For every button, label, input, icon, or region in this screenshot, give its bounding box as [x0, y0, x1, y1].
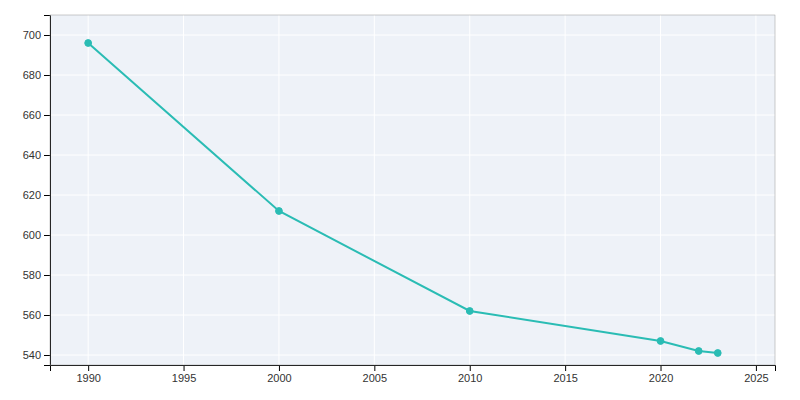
grid-line-y — [50, 195, 775, 196]
y-tick-label: 640 — [23, 149, 41, 161]
grid-line-y — [50, 275, 775, 276]
grid — [50, 15, 775, 365]
x-tick-label: 2000 — [267, 372, 291, 384]
x-tick-label: 1990 — [76, 372, 100, 384]
plot-background — [50, 15, 775, 365]
x-tick-mark — [661, 365, 662, 371]
x-tick: 2020 — [649, 365, 673, 384]
x-tick: 2025 — [744, 365, 768, 384]
x-tick-mark — [756, 365, 757, 371]
line — [88, 43, 718, 353]
y-tick-label: 660 — [23, 109, 41, 121]
y-tick-label: 560 — [23, 309, 41, 321]
y-tick-label: 580 — [23, 269, 41, 281]
y-tick: 660 — [23, 109, 50, 121]
x-tick-mark — [470, 365, 471, 371]
point — [695, 348, 702, 355]
grid-line-x — [565, 15, 566, 365]
y-tick: 580 — [23, 269, 50, 281]
x-tick-mark — [565, 365, 566, 371]
grid-line-y — [50, 155, 775, 156]
y-tick-label: 620 — [23, 189, 41, 201]
x-tick: 1995 — [172, 365, 196, 384]
x-tick: 1990 — [76, 365, 100, 384]
y-tick-mark — [44, 355, 50, 356]
point — [466, 308, 473, 315]
y-tick: 540 — [23, 349, 50, 361]
y-tick-label: 680 — [23, 69, 41, 81]
x-tick-label: 2020 — [649, 372, 673, 384]
grid-line-y — [50, 355, 775, 356]
y-tick: 640 — [23, 149, 50, 161]
plot-frame — [50, 15, 775, 365]
y-tick: 560 — [23, 309, 50, 321]
y-tick: 620 — [23, 189, 50, 201]
y-tick: 680 — [23, 69, 50, 81]
grid-line-y — [50, 315, 775, 316]
y-tick-mark — [44, 75, 50, 76]
x-tick-label: 2025 — [744, 372, 768, 384]
grid-line-x — [660, 15, 661, 365]
x-tick: 2005 — [363, 365, 387, 384]
x-tick-mark — [88, 365, 89, 371]
x-tick-label: 2005 — [363, 372, 387, 384]
y-tick-mark — [44, 235, 50, 236]
y-axis: 540 560 580 600 620 640 660 680 700 — [23, 16, 51, 366]
y-tick-mark — [44, 155, 50, 156]
point — [657, 338, 664, 345]
y-tick-mark — [44, 315, 50, 316]
grid-line-y — [50, 235, 775, 236]
y-tick-label: 700 — [23, 29, 41, 41]
x-axis: 1990 1995 2000 2005 2010 2015 2020 2025 — [51, 365, 776, 384]
x-tick-mark — [184, 365, 185, 371]
y-tick-mark — [44, 35, 50, 36]
x-tick-mark — [374, 365, 375, 371]
chart: 1990 1995 2000 2005 2010 2015 2020 2025 540 560 58… — [0, 0, 800, 400]
y-tick-label: 600 — [23, 229, 41, 241]
x-tick-label: 1995 — [172, 372, 196, 384]
x-tick-label: 2015 — [553, 372, 577, 384]
grid-line-x — [183, 15, 184, 365]
x-tick: 2000 — [267, 365, 291, 384]
point — [85, 40, 92, 47]
x-tick: 2015 — [553, 365, 577, 384]
x-tick-label: 2010 — [458, 372, 482, 384]
y-tick-label: 540 — [23, 349, 41, 361]
y-tick-mark — [44, 115, 50, 116]
y-tick: 600 — [23, 229, 50, 241]
grid-line-y — [50, 35, 775, 36]
grid-line-x — [88, 15, 89, 365]
point — [714, 350, 721, 357]
y-tick-mark — [44, 195, 50, 196]
x-axis-line — [51, 366, 776, 372]
y-tick: 700 — [23, 29, 50, 41]
y-axis-line — [44, 16, 51, 366]
series — [85, 40, 721, 357]
plot: 1990 1995 2000 2005 2010 2015 2020 2025 540 560 58… — [23, 15, 776, 384]
y-tick-mark — [44, 275, 50, 276]
grid-line-y — [50, 115, 775, 116]
x-tick: 2010 — [458, 365, 482, 384]
grid-line-x — [278, 15, 279, 365]
x-tick-mark — [279, 365, 280, 371]
grid-line-y — [50, 75, 775, 76]
point — [276, 208, 283, 215]
grid-line-x — [374, 15, 375, 365]
grid-line-x — [755, 15, 756, 365]
